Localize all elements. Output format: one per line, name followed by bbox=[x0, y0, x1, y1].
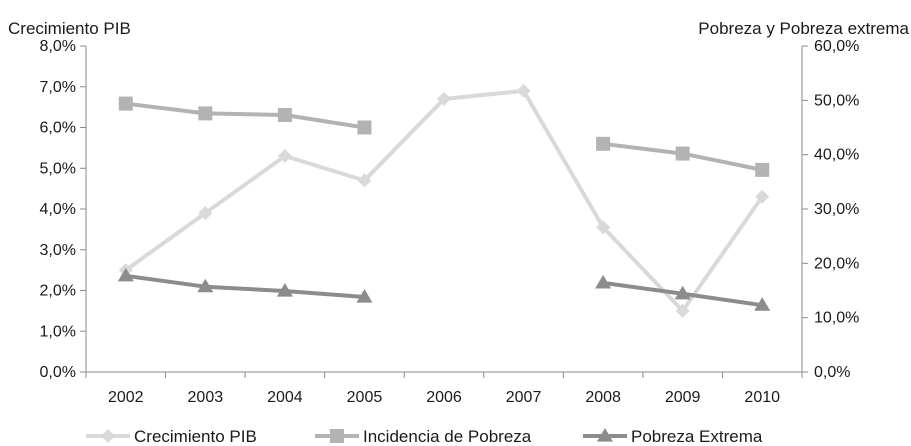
data-point bbox=[118, 96, 133, 111]
legend-label: Crecimiento PIB bbox=[134, 427, 257, 446]
data-point bbox=[198, 206, 213, 221]
data-point bbox=[357, 173, 372, 188]
plot-area bbox=[117, 83, 771, 318]
x-tick-label: 2010 bbox=[744, 389, 780, 406]
data-point bbox=[276, 283, 293, 297]
series-line bbox=[125, 273, 365, 300]
y-axis-right-title: Pobreza y Pobreza extrema bbox=[698, 19, 909, 38]
data-point bbox=[277, 149, 292, 164]
y-left-tick-label: 8,0% bbox=[40, 38, 76, 55]
legend-label: Pobreza Extrema bbox=[631, 427, 763, 446]
y-left-tick-label: 5,0% bbox=[40, 160, 76, 177]
series-line bbox=[124, 88, 764, 313]
x-tick-label: 2006 bbox=[426, 389, 462, 406]
data-point bbox=[197, 278, 214, 293]
data-point bbox=[675, 303, 690, 318]
legend-item: Crecimiento PIB bbox=[86, 427, 257, 446]
legend-marker bbox=[330, 429, 344, 443]
legend-marker bbox=[597, 428, 613, 442]
data-point bbox=[117, 267, 134, 282]
data-point bbox=[675, 146, 690, 161]
y-left-tick-label: 6,0% bbox=[40, 120, 76, 137]
y-right-tick-label: 50,0% bbox=[814, 92, 859, 109]
y-left-tick-label: 7,0% bbox=[40, 79, 76, 96]
series-line bbox=[125, 101, 365, 130]
data-point bbox=[356, 289, 373, 303]
legend-marker bbox=[101, 429, 115, 443]
x-tick-label: 2004 bbox=[267, 389, 303, 406]
legend: Crecimiento PIB Incidencia de Pobreza Pobr… bbox=[86, 427, 763, 446]
y-left-tick-label: 0,0% bbox=[40, 364, 76, 381]
data-point bbox=[357, 120, 372, 135]
data-point bbox=[754, 297, 771, 311]
y-right-tick-label: 30,0% bbox=[814, 201, 859, 218]
data-point bbox=[595, 274, 612, 289]
y-right-tick-label: 40,0% bbox=[814, 147, 859, 164]
x-tick-label: 2009 bbox=[665, 389, 701, 406]
data-point bbox=[596, 136, 611, 151]
y-right-tick-label: 20,0% bbox=[814, 255, 859, 272]
axes: 0,0% 1,0% 2,0% 3,0% 4,0% 5,0% 6,0% 7,0% 8,0% 0,0%… bbox=[40, 38, 860, 406]
data-point bbox=[437, 91, 451, 106]
legend-item: Pobreza Extrema bbox=[583, 427, 763, 446]
x-tick-label: 2002 bbox=[108, 389, 144, 406]
data-point bbox=[755, 189, 770, 204]
data-point bbox=[516, 83, 531, 98]
y-axis-left-title: Crecimiento PIB bbox=[8, 19, 131, 38]
y-right-tick-label: 60,0% bbox=[814, 38, 859, 55]
x-tick-label: 2005 bbox=[347, 389, 383, 406]
data-point bbox=[596, 220, 611, 235]
data-point bbox=[277, 108, 292, 123]
y-left-tick-label: 3,0% bbox=[40, 242, 76, 259]
y-left-tick-label: 4,0% bbox=[40, 201, 76, 218]
data-point bbox=[198, 106, 213, 121]
legend-item: Incidencia de Pobreza bbox=[315, 427, 532, 446]
series-pobreza-extrema bbox=[117, 267, 771, 311]
y-left-tick-label: 1,0% bbox=[40, 323, 76, 340]
y-left-tick-label: 2,0% bbox=[40, 283, 76, 300]
data-point bbox=[755, 162, 770, 177]
series-incidencia-de-pobreza bbox=[118, 96, 770, 177]
data-point bbox=[674, 285, 691, 300]
x-tick-label: 2003 bbox=[188, 389, 224, 406]
y-right-tick-label: 0,0% bbox=[814, 364, 850, 381]
series-crecimiento-pib bbox=[118, 83, 770, 318]
x-tick-label: 2008 bbox=[585, 389, 621, 406]
y-right-tick-label: 10,0% bbox=[814, 310, 859, 327]
legend-label: Incidencia de Pobreza bbox=[363, 427, 532, 446]
x-tick-label: 2007 bbox=[506, 389, 542, 406]
